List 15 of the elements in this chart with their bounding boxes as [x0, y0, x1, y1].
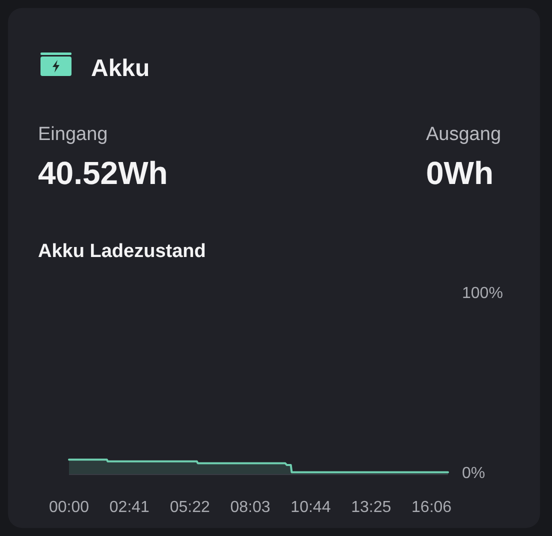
x-tick-label: 00:00 — [48, 499, 90, 516]
y-tick-label: 100% — [462, 285, 503, 302]
y-tick-label: 0% — [462, 465, 486, 482]
text: Eingang — [38, 124, 108, 145]
text: 40.52Wh — [38, 155, 168, 191]
text: 0Wh — [426, 155, 494, 191]
chart-title: Akku — [91, 55, 150, 82]
x-tick-label: 08:03 — [230, 499, 270, 516]
x-tick-label: 02:41 — [109, 499, 150, 516]
x-tick-label: 05:22 — [170, 499, 210, 516]
x-tick-label: 13:25 — [351, 499, 392, 516]
x-tick-label: 16:06 — [412, 499, 452, 516]
text: Ausgang — [426, 124, 502, 145]
x-tick-label: 10:44 — [290, 499, 331, 516]
chart-subtitle: Akku Ladezustand — [38, 241, 206, 262]
